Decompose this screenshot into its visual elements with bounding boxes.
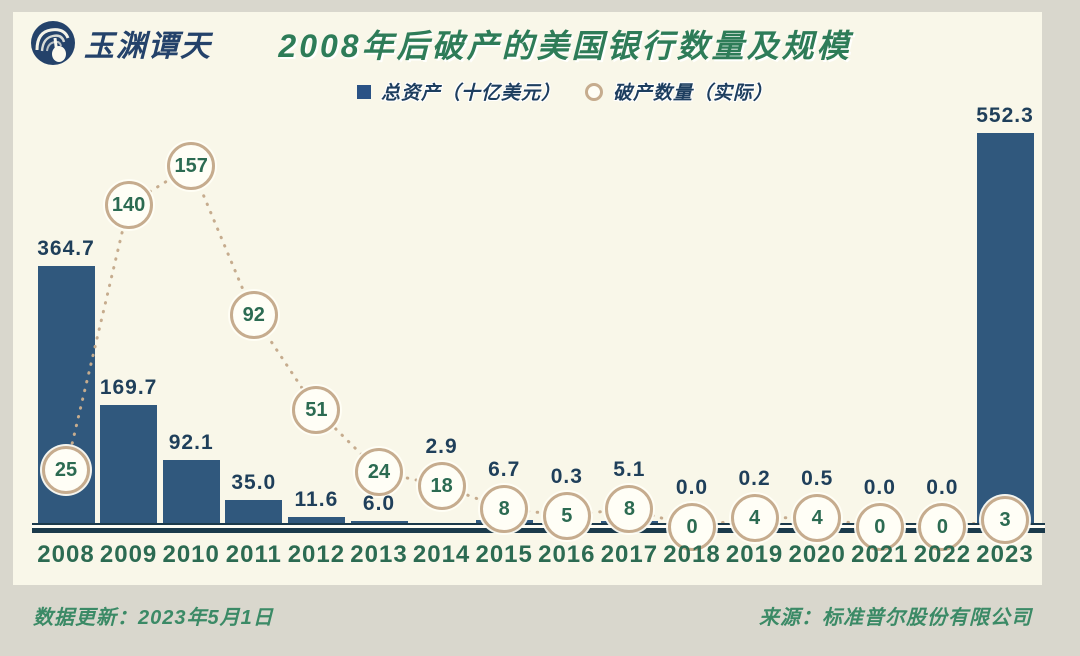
bar-value-2015: 6.7 (488, 457, 521, 481)
failure-count-2010: 157 (167, 141, 216, 190)
year-label-2022: 2022 (913, 541, 972, 568)
failure-count-2020: 4 (793, 493, 842, 542)
year-label-2016: 2016 (538, 541, 596, 568)
bar-value-2014: 2.9 (425, 434, 458, 458)
year-label-2010: 2010 (162, 541, 220, 568)
bar-value-2019: 0.2 (738, 466, 771, 490)
year-label-2020: 2020 (788, 541, 846, 568)
failure-count-2023: 3 (981, 496, 1029, 545)
failure-count-2018: 0 (668, 503, 716, 551)
bar-value-2018: 0.0 (675, 476, 709, 499)
failure-count-2016: 5 (542, 491, 591, 540)
header-center: 2008年后破产的美国银行数量及规模 总资产（十亿美元） 破产数量（实际） (235, 26, 895, 105)
data-updated-note: 数据更新：2023年5月1日 (33, 607, 274, 629)
bar-value-2022: 0.0 (926, 476, 959, 499)
year-label-2014: 2014 (412, 541, 471, 568)
bar-2009 (100, 404, 158, 525)
year-label-2011: 2011 (225, 541, 282, 568)
year-label-2017: 2017 (600, 541, 659, 568)
failure-count-2012: 51 (292, 385, 341, 434)
legend-assets-swatch-icon (356, 84, 371, 99)
year-label-2021: 2021 (851, 541, 909, 568)
legend-count-label: 破产数量（实际） (613, 83, 774, 104)
bar-value-2011: 35.0 (231, 471, 277, 495)
bar-value-2023: 552.3 (976, 103, 1034, 127)
failure-count-2014: 18 (417, 461, 466, 510)
logo-text: 玉渊谭天 (84, 30, 212, 63)
chart-title: 2008年后破产的美国银行数量及规模 (278, 28, 852, 64)
year-label-2019: 2019 (725, 541, 784, 568)
logo: 玉渊谭天 (30, 20, 212, 66)
year-label-2009: 2009 (99, 541, 158, 568)
bar-value-2021: 0.0 (863, 476, 896, 499)
failure-count-2009: 140 (104, 181, 153, 229)
failure-count-2013: 24 (355, 447, 403, 496)
bar-2013 (350, 520, 408, 525)
failure-count-2011: 92 (229, 291, 278, 340)
bar-2011 (225, 500, 283, 525)
year-label-2013: 2013 (350, 541, 408, 568)
failure-count-2017: 8 (605, 484, 654, 533)
bar-2023 (976, 132, 1034, 525)
failure-count-2015: 8 (480, 484, 529, 533)
bar-2012 (287, 516, 345, 525)
failure-count-2021: 0 (855, 503, 904, 551)
bar-value-2013: 6.0 (362, 491, 396, 515)
bar-value-2010: 92.1 (168, 430, 214, 454)
year-label-2015: 2015 (475, 541, 533, 568)
bar-value-2009: 169.7 (99, 375, 158, 399)
failure-count-2019: 4 (730, 493, 779, 542)
failure-count-2008: 25 (42, 445, 90, 494)
year-label-2018: 2018 (663, 541, 721, 568)
legend: 总资产（十亿美元） 破产数量（实际） (235, 78, 895, 105)
bar-value-2017: 5.1 (613, 457, 646, 481)
year-label-2008: 2008 (37, 541, 95, 568)
bar-value-2008: 364.7 (37, 237, 95, 261)
bar-value-2012: 11.6 (294, 487, 339, 511)
bar-2010 (162, 459, 220, 525)
legend-assets-label: 总资产（十亿美元） (380, 83, 561, 104)
bar-value-2020: 0.5 (801, 466, 834, 490)
failure-count-2022: 0 (918, 503, 967, 551)
legend-count-marker-icon (585, 82, 603, 101)
year-label-2023: 2023 (976, 541, 1034, 568)
source-note: 来源：标准普尔股份有限公司 (759, 607, 1032, 629)
x-axis (32, 523, 1045, 533)
year-label-2012: 2012 (287, 541, 346, 568)
logo-wave-icon (31, 21, 75, 65)
bar-value-2016: 0.3 (550, 464, 583, 488)
